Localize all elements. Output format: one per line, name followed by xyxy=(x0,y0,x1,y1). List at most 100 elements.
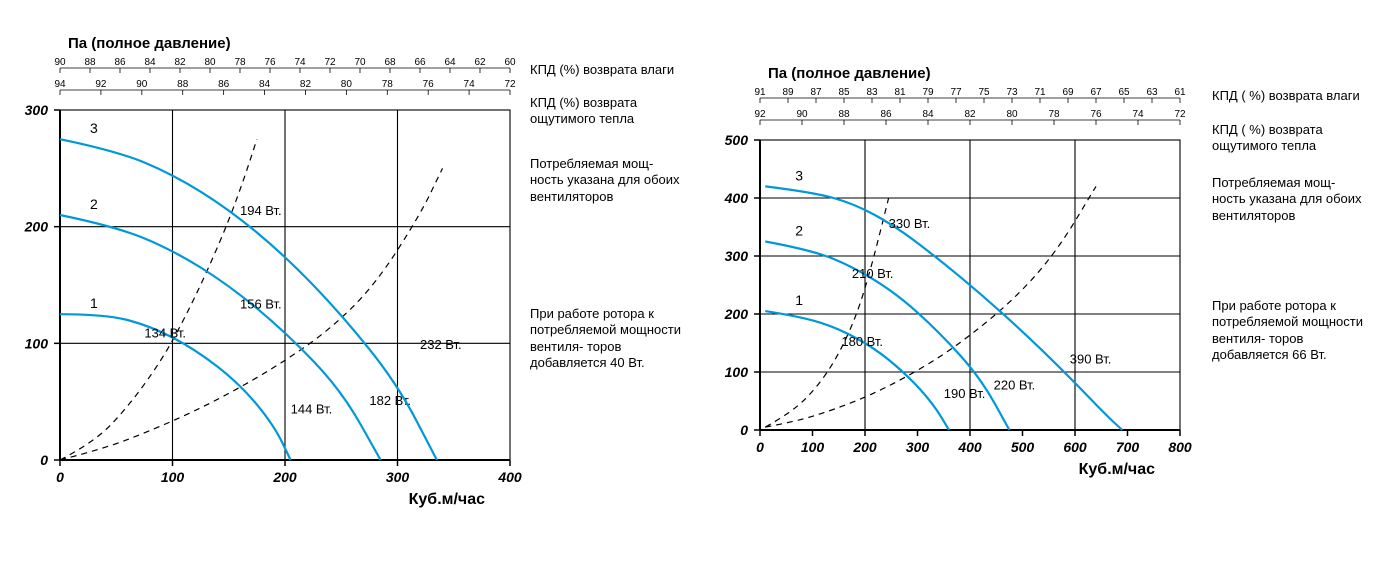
chart-a-kpd2-label: КПД (%) возврата ощутимого тепла xyxy=(530,95,700,128)
svg-text:220 Вт.: 220 Вт. xyxy=(994,377,1036,392)
svg-text:69: 69 xyxy=(1062,87,1074,98)
svg-text:81: 81 xyxy=(894,87,906,98)
svg-text:63: 63 xyxy=(1146,87,1158,98)
svg-text:74: 74 xyxy=(464,79,476,90)
svg-text:300: 300 xyxy=(25,102,49,118)
svg-text:330 Вт.: 330 Вт. xyxy=(889,216,931,231)
svg-text:72: 72 xyxy=(504,79,516,90)
svg-text:190 Вт.: 190 Вт. xyxy=(944,386,986,401)
svg-text:Куб.м/час: Куб.м/час xyxy=(1079,461,1155,478)
svg-text:88: 88 xyxy=(84,57,96,68)
svg-text:500: 500 xyxy=(725,132,749,148)
svg-text:80: 80 xyxy=(1006,109,1018,120)
svg-text:88: 88 xyxy=(838,109,850,120)
svg-text:78: 78 xyxy=(1048,109,1060,120)
svg-text:68: 68 xyxy=(384,57,396,68)
svg-text:84: 84 xyxy=(259,79,271,90)
svg-text:82: 82 xyxy=(174,57,186,68)
svg-text:2: 2 xyxy=(795,223,803,239)
svg-text:100: 100 xyxy=(801,439,825,455)
svg-text:64: 64 xyxy=(444,57,456,68)
svg-text:0: 0 xyxy=(56,469,64,485)
svg-text:71: 71 xyxy=(1034,87,1046,98)
svg-text:77: 77 xyxy=(950,87,962,98)
svg-text:80: 80 xyxy=(204,57,216,68)
svg-text:90: 90 xyxy=(136,79,148,90)
chart-b-svg: 9189878583817977757371696765636192908886… xyxy=(700,0,1400,565)
svg-text:156 Вт.: 156 Вт. xyxy=(240,296,282,311)
svg-text:92: 92 xyxy=(95,79,107,90)
svg-text:200: 200 xyxy=(24,219,49,235)
svg-text:66: 66 xyxy=(414,57,426,68)
svg-text:76: 76 xyxy=(423,79,435,90)
svg-text:83: 83 xyxy=(866,87,878,98)
svg-text:390 Вт.: 390 Вт. xyxy=(1070,351,1112,366)
svg-text:Па (полное давление): Па (полное давление) xyxy=(768,65,931,82)
svg-text:1: 1 xyxy=(90,295,98,311)
svg-text:78: 78 xyxy=(382,79,394,90)
svg-text:0: 0 xyxy=(756,439,764,455)
svg-text:85: 85 xyxy=(838,87,850,98)
svg-text:194 Вт.: 194 Вт. xyxy=(240,203,282,218)
chart-b-info: Потребляемая мощ- ность указана для обои… xyxy=(1212,175,1372,224)
svg-text:86: 86 xyxy=(880,109,892,120)
svg-text:84: 84 xyxy=(144,57,156,68)
svg-text:67: 67 xyxy=(1090,87,1102,98)
chart-a-kpd1-label: КПД (%) возврата влаги xyxy=(530,62,680,78)
svg-text:400: 400 xyxy=(724,190,749,206)
svg-text:76: 76 xyxy=(264,57,276,68)
svg-text:75: 75 xyxy=(978,87,990,98)
svg-text:200: 200 xyxy=(852,439,877,455)
chart-b-rotor: При работе ротора к потребляемой мощност… xyxy=(1212,298,1372,363)
chart-a-rotor: При работе ротора к потребляемой мощност… xyxy=(530,306,690,371)
svg-text:74: 74 xyxy=(294,57,306,68)
chart-a-info: Потребляемая мощ- ность указана для обои… xyxy=(530,156,690,205)
svg-text:70: 70 xyxy=(354,57,366,68)
svg-text:86: 86 xyxy=(218,79,230,90)
svg-text:400: 400 xyxy=(957,439,982,455)
svg-text:74: 74 xyxy=(1132,109,1144,120)
svg-text:Па (полное давление): Па (полное давление) xyxy=(68,35,231,52)
svg-text:400: 400 xyxy=(497,469,522,485)
svg-text:2: 2 xyxy=(90,196,98,212)
svg-text:800: 800 xyxy=(1168,439,1192,455)
svg-text:84: 84 xyxy=(922,109,934,120)
svg-text:3: 3 xyxy=(90,120,98,136)
svg-text:600: 600 xyxy=(1063,439,1087,455)
svg-text:144 Вт.: 144 Вт. xyxy=(291,401,333,416)
svg-text:65: 65 xyxy=(1118,87,1130,98)
svg-text:180 Вт.: 180 Вт. xyxy=(841,334,883,349)
svg-text:82: 82 xyxy=(964,109,976,120)
svg-text:78: 78 xyxy=(234,57,246,68)
svg-text:210 Вт.: 210 Вт. xyxy=(852,266,894,281)
svg-text:61: 61 xyxy=(1174,87,1186,98)
chart-a: 9088868482807876747270686664626094929088… xyxy=(0,0,700,565)
svg-text:3: 3 xyxy=(795,167,803,183)
svg-text:200: 200 xyxy=(724,306,749,322)
svg-text:87: 87 xyxy=(810,87,822,98)
svg-text:82: 82 xyxy=(300,79,312,90)
svg-text:73: 73 xyxy=(1006,87,1018,98)
svg-text:100: 100 xyxy=(725,364,749,380)
svg-text:0: 0 xyxy=(40,452,48,468)
chart-a-svg: 9088868482807876747270686664626094929088… xyxy=(0,0,700,565)
svg-text:300: 300 xyxy=(725,248,749,264)
svg-text:300: 300 xyxy=(386,469,410,485)
svg-text:1: 1 xyxy=(795,292,803,308)
svg-text:72: 72 xyxy=(324,57,336,68)
svg-text:134 Вт.: 134 Вт. xyxy=(144,326,186,341)
svg-text:90: 90 xyxy=(54,57,66,68)
svg-text:90: 90 xyxy=(796,109,808,120)
svg-text:Куб.м/час: Куб.м/час xyxy=(409,491,485,508)
svg-text:79: 79 xyxy=(922,87,934,98)
chart-b-kpd1-label: КПД ( %) возврата влаги xyxy=(1212,88,1372,104)
svg-text:86: 86 xyxy=(114,57,126,68)
svg-text:62: 62 xyxy=(474,57,486,68)
svg-text:89: 89 xyxy=(782,87,794,98)
svg-text:91: 91 xyxy=(754,87,766,98)
svg-text:200: 200 xyxy=(272,469,297,485)
svg-text:232 Вт.: 232 Вт. xyxy=(420,337,462,352)
svg-text:88: 88 xyxy=(177,79,189,90)
stage: 9088868482807876747270686664626094929088… xyxy=(0,0,1400,588)
svg-text:60: 60 xyxy=(504,57,516,68)
